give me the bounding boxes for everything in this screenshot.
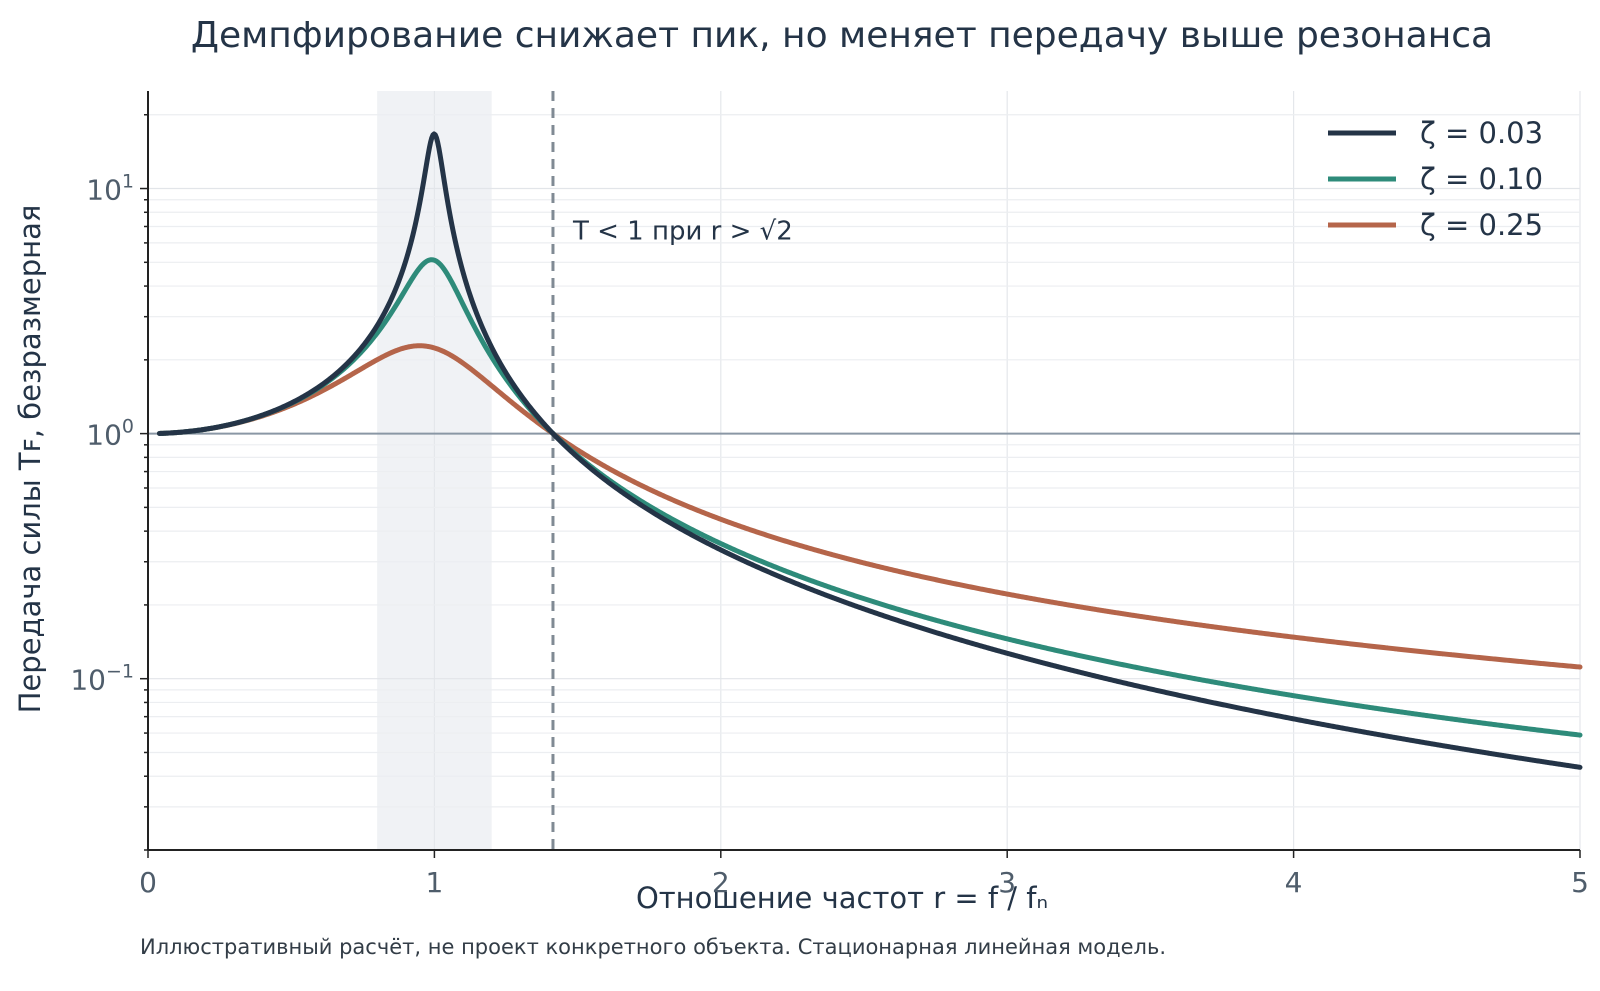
series-line [156,257,1583,738]
legend-label: ζ = 0.10 [1420,162,1543,196]
series-line [156,131,1583,770]
grid [148,91,1581,851]
footnote: Иллюстративный расчёт, не проект конкрет… [140,935,1166,959]
legend-label: ζ = 0.03 [1420,116,1543,150]
x-tick-label: 1 [425,866,443,899]
x-tick-label: 4 [1285,866,1303,899]
series-lines [156,131,1583,770]
series-line [156,343,1583,670]
x-tick-label: 2 [712,866,730,899]
x-tick-label: 5 [1571,866,1589,899]
sqrt2-annotation: T < 1 при r > √2 [572,216,793,246]
x-axis-label: Отношение частот r = f / fₙ [636,881,1048,915]
y-tick-label: 10−1 [70,661,134,697]
x-tick-label: 3 [998,866,1016,899]
x-tick-label: 0 [139,866,157,899]
legend-label: ζ = 0.25 [1420,208,1543,242]
y-tick-label: 101 [86,171,134,207]
axis-ticks: 0 1 2 3 4 5 101 100 10−1 [70,114,1589,899]
y-axis-label: Передача силы Tꜰ, безразмерная [13,205,47,714]
y-tick-label: 100 [86,416,134,452]
legend: ζ = 0.03 ζ = 0.10 ζ = 0.25 [1328,116,1543,242]
chart-title: Демпфирование снижает пик, но меняет пер… [191,15,1493,56]
